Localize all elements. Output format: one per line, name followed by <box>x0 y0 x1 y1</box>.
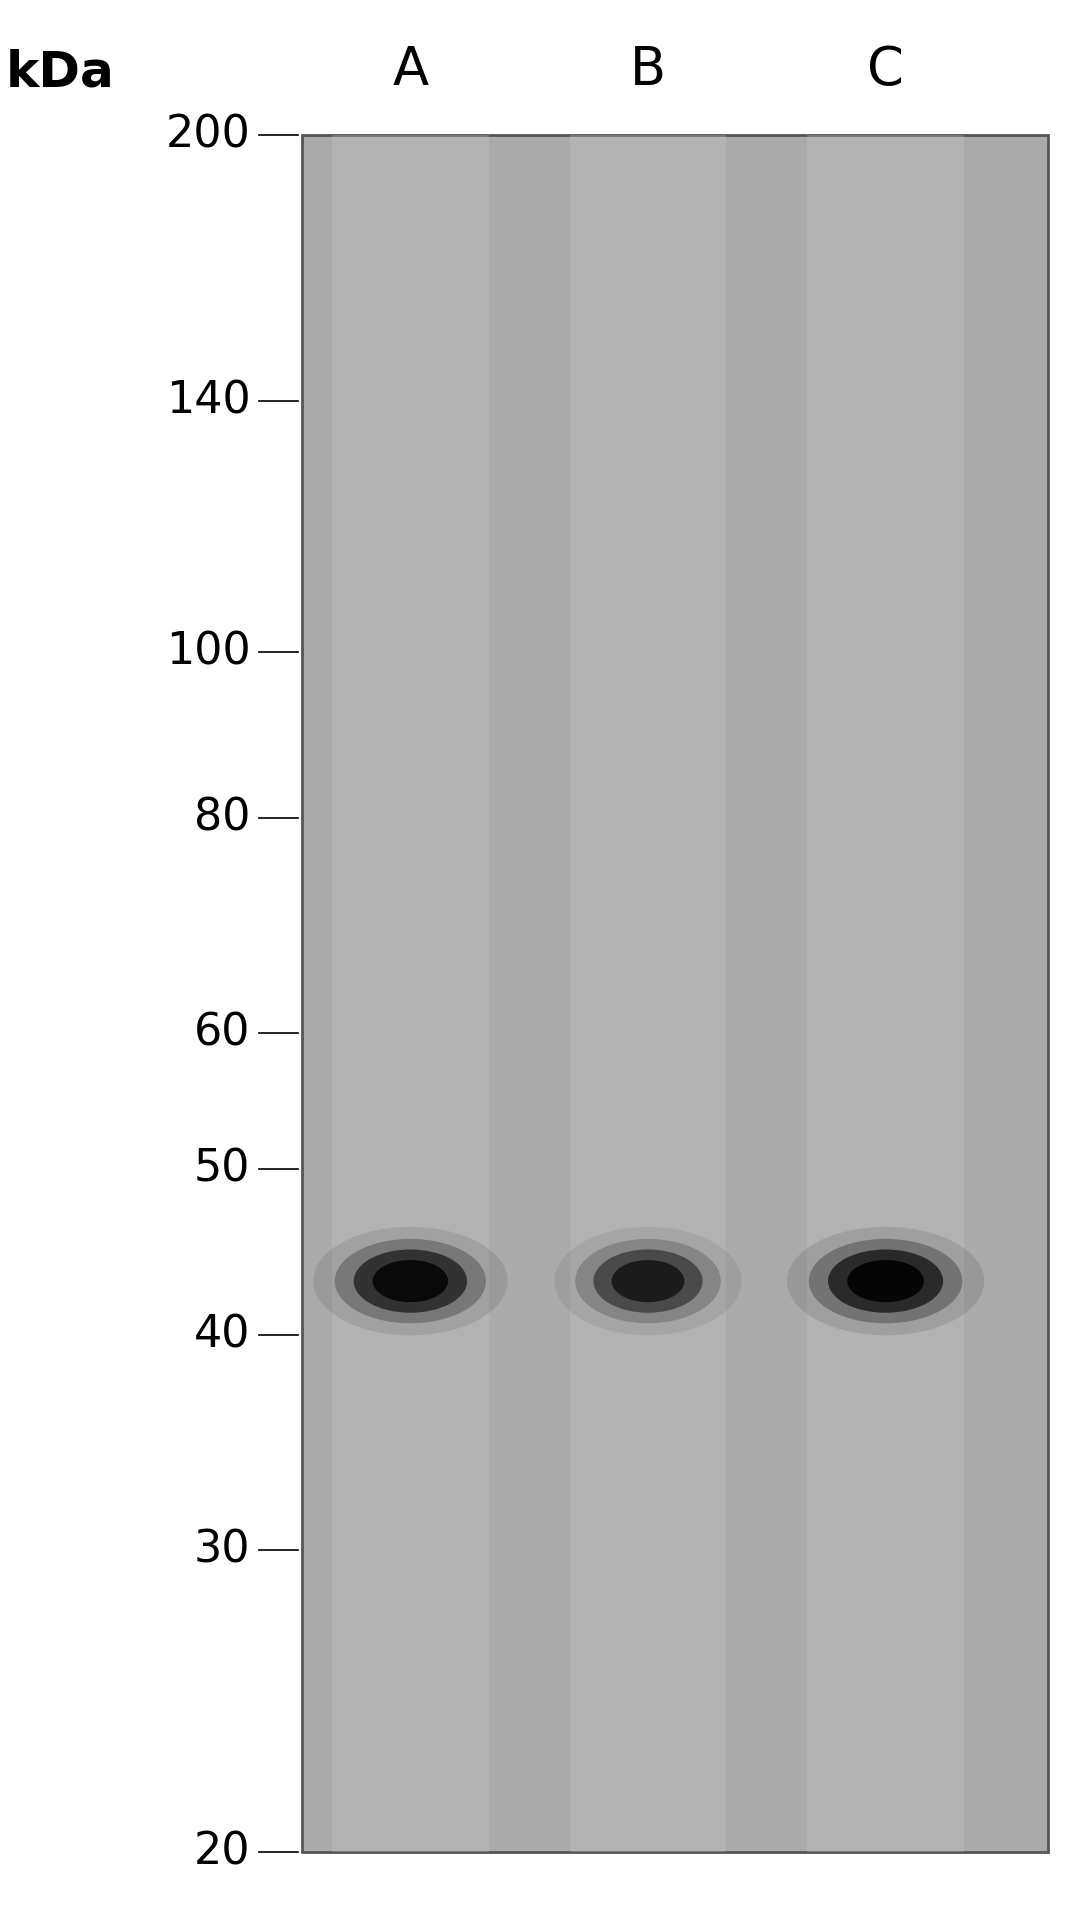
Text: 200: 200 <box>165 114 251 156</box>
Bar <box>570 135 726 1852</box>
Ellipse shape <box>554 1227 742 1335</box>
Text: 60: 60 <box>194 1011 251 1055</box>
Bar <box>333 135 489 1852</box>
Text: 50: 50 <box>194 1148 251 1190</box>
Ellipse shape <box>847 1260 924 1302</box>
Ellipse shape <box>335 1238 486 1323</box>
Text: A: A <box>392 44 429 96</box>
Text: 30: 30 <box>194 1528 251 1570</box>
Ellipse shape <box>313 1227 508 1335</box>
Text: 100: 100 <box>166 631 251 673</box>
Ellipse shape <box>373 1260 448 1302</box>
Text: 40: 40 <box>194 1314 251 1356</box>
Ellipse shape <box>828 1250 943 1314</box>
Ellipse shape <box>611 1260 685 1302</box>
Text: kDa: kDa <box>5 48 114 96</box>
Ellipse shape <box>354 1250 467 1314</box>
Text: 20: 20 <box>194 1831 251 1873</box>
Bar <box>302 135 1048 1852</box>
Ellipse shape <box>809 1238 962 1323</box>
Text: B: B <box>630 44 666 96</box>
Bar <box>807 135 963 1852</box>
Ellipse shape <box>576 1238 720 1323</box>
Text: 140: 140 <box>166 380 251 422</box>
Text: C: C <box>867 44 904 96</box>
Ellipse shape <box>787 1227 984 1335</box>
Text: 80: 80 <box>194 797 251 839</box>
Ellipse shape <box>593 1250 703 1314</box>
